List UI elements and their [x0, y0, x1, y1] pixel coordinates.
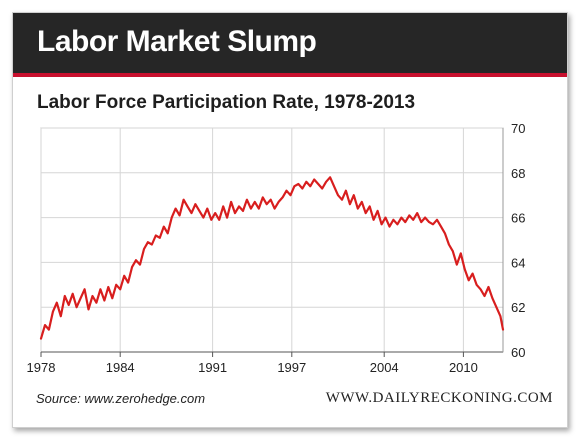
- y-tick-label: 60: [511, 345, 525, 360]
- brand-url: WWW.DAILYRECKONING.COM: [325, 390, 553, 406]
- y-tick-label: 62: [511, 300, 525, 315]
- y-tick-label: 68: [511, 166, 525, 181]
- series-line-participation-rate: [39, 176, 505, 340]
- plot-area: [40, 127, 504, 353]
- title-banner: Labor Market Slump: [13, 13, 567, 77]
- x-tick-label: 2010: [449, 360, 478, 375]
- y-tick-label: 70: [511, 121, 525, 136]
- x-tick-label: 1991: [198, 360, 227, 375]
- x-tick-label: 1978: [27, 360, 56, 375]
- x-tick-label: 1997: [277, 360, 306, 375]
- y-tick-label: 66: [511, 211, 525, 226]
- chart-card: Labor Market Slump Labor Force Participa…: [12, 12, 568, 428]
- x-tick-label: 1984: [106, 360, 135, 375]
- line-chart: 60 62 64 66 68 70 1978 1984 1991 1997 2004 2010: [27, 121, 526, 375]
- source-note: Source: www.zerohedge.com: [36, 391, 206, 406]
- x-tick-label: 2004: [370, 360, 399, 375]
- y-tick-label: 64: [511, 255, 525, 270]
- chart-title: Labor Force Participation Rate, 1978-201…: [37, 92, 416, 113]
- banner-title: Labor Market Slump: [37, 25, 317, 58]
